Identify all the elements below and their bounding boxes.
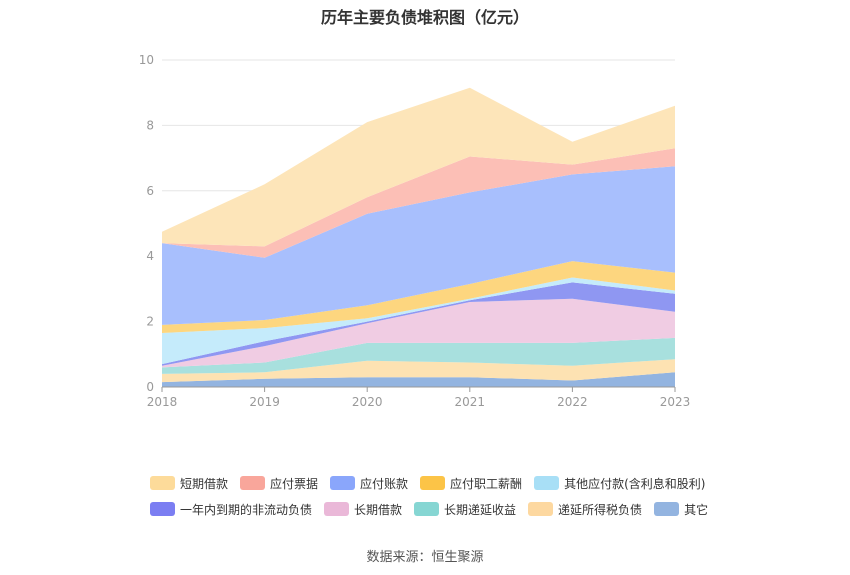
legend-swatch [324, 502, 350, 516]
legend-item-notes-payable[interactable]: 应付票据 [240, 475, 318, 492]
y-tick-label: 0 [146, 380, 154, 394]
chart-title: 历年主要负债堆积图（亿元） [320, 8, 529, 27]
y-tick-label: 10 [139, 53, 154, 67]
legend-row-1: 短期借款 应付票据 应付账款 应付职工薪酬 其他应付款(含利息和股利) [150, 470, 730, 496]
legend-item-short-term-loans[interactable]: 短期借款 [150, 475, 228, 492]
legend-label: 应付账款 [360, 476, 409, 491]
legend-swatch [528, 502, 554, 516]
area-series [162, 261, 675, 333]
legend-swatch [534, 476, 560, 490]
legend-swatch [150, 502, 175, 516]
legend-swatch [420, 476, 446, 490]
area-series [162, 359, 675, 383]
area-series [162, 148, 675, 258]
x-tick-label: 2023 [660, 395, 691, 409]
area-series [162, 166, 675, 325]
area-series [162, 277, 675, 365]
legend-item-other-payables[interactable]: 其他应付款(含利息和股利) [534, 475, 705, 492]
legend-swatch [240, 476, 266, 490]
legend-label: 其他应付款(含利息和股利) [564, 476, 706, 491]
legend-label: 一年内到期的非流动负债 [180, 502, 313, 517]
area-series [162, 337, 675, 374]
legend-label: 长期借款 [354, 502, 403, 517]
y-tick-label: 8 [146, 118, 154, 132]
legend-swatch [150, 476, 175, 490]
stacked-area-chart: 0 2 4 6 8 10 2018 2019 2020 2021 2022 2023 [139, 53, 691, 409]
y-tick-label: 4 [146, 249, 154, 263]
area-series [162, 298, 675, 368]
area-series [162, 372, 675, 387]
y-tick-label: 6 [146, 184, 154, 198]
legend-row-2: 一年内到期的非流动负债 长期借款 长期递延收益 递延所得税负债 其它 [150, 496, 730, 522]
legend-item-long-term-loans[interactable]: 长期借款 [324, 501, 402, 518]
x-tick-label: 2022 [557, 395, 588, 409]
x-tick-label: 2018 [147, 395, 178, 409]
legend-item-deferred-income[interactable]: 长期递延收益 [414, 501, 516, 518]
x-tick-label: 2020 [352, 395, 383, 409]
data-source: 数据来源：恒生聚源 [366, 550, 484, 565]
chart-legend: 短期借款 应付票据 应付账款 应付职工薪酬 其他应付款(含利息和股利) 一年内到… [150, 470, 730, 522]
x-tick-label: 2021 [455, 395, 486, 409]
y-tick-label: 2 [146, 315, 154, 329]
legend-swatch [414, 502, 440, 516]
legend-swatch [330, 476, 356, 490]
area-series [162, 282, 675, 366]
legend-label: 应付票据 [270, 476, 319, 491]
area-series [162, 87, 675, 247]
legend-label: 短期借款 [180, 476, 229, 491]
legend-item-deferred-tax[interactable]: 递延所得税负债 [528, 501, 642, 518]
legend-label: 长期递延收益 [444, 502, 517, 517]
legend-swatch [654, 502, 680, 516]
x-tick-label: 2019 [249, 395, 280, 409]
legend-item-current-portion-noncurrent[interactable]: 一年内到期的非流动负债 [150, 501, 312, 518]
legend-label: 其它 [684, 502, 709, 517]
legend-item-other[interactable]: 其它 [654, 501, 708, 518]
legend-label: 递延所得税负债 [558, 502, 643, 517]
legend-item-accounts-payable[interactable]: 应付账款 [330, 475, 408, 492]
legend-label: 应付职工薪酬 [450, 476, 523, 491]
legend-item-payroll-payable[interactable]: 应付职工薪酬 [420, 475, 522, 492]
